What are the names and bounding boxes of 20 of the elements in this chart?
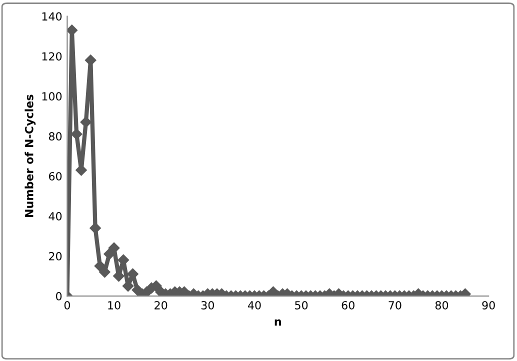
y-tick-label: 40 <box>48 212 62 220</box>
x-tick-label: 60 <box>342 301 354 310</box>
x-tick-label: 80 <box>435 301 448 310</box>
y-tick-label: 60 <box>48 172 62 180</box>
x-tick-label: 10 <box>108 301 120 310</box>
x-tick-label: 90 <box>482 301 495 310</box>
y-tick-label: 140 <box>42 12 62 21</box>
y-tick-label: 0 <box>56 292 62 300</box>
y-tick-label: 80 <box>48 132 62 141</box>
y-tick-label: 20 <box>49 252 62 260</box>
y-tick-label: 100 <box>42 92 62 101</box>
x-tick-label: 0 <box>64 301 70 310</box>
x-tick-label: 70 <box>388 301 402 310</box>
x-tick-label: 20 <box>154 301 168 310</box>
x-axis-title: n <box>274 319 281 326</box>
y-axis-title: Number of N-Cycles <box>24 94 36 218</box>
x-tick-label: 40 <box>248 301 261 310</box>
y-tick-label: 120 <box>42 52 62 61</box>
x-tick-label: 50 <box>295 301 308 310</box>
x-tick-label: 30 <box>201 301 214 310</box>
